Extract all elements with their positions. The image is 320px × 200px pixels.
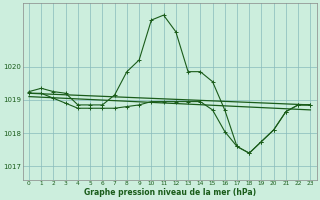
X-axis label: Graphe pression niveau de la mer (hPa): Graphe pression niveau de la mer (hPa) [84,188,256,197]
